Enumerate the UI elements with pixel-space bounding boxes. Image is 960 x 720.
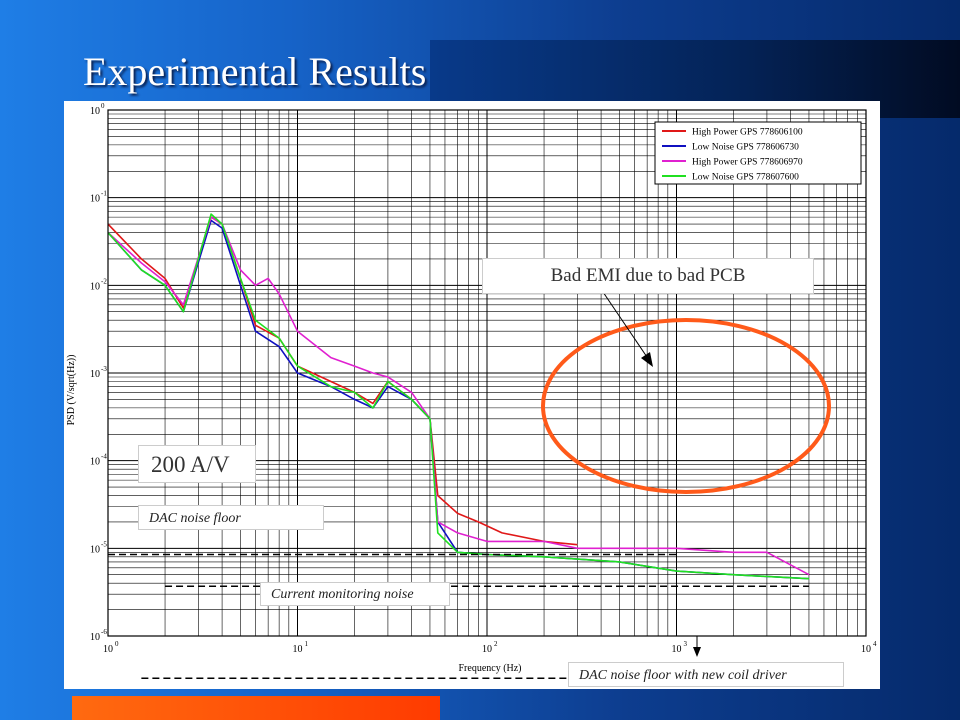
- legend-label-4: Low Noise GPS 778607600: [692, 173, 799, 183]
- legend-label-1: High Power GPS 778606100: [692, 128, 803, 138]
- x-tick-label: 10: [103, 644, 113, 655]
- x-tick-label-exp: 2: [494, 640, 498, 648]
- accent-bar: [72, 696, 440, 720]
- x-tick-label: 10: [293, 644, 303, 655]
- emi-annotation: Bad EMI due to bad PCB: [482, 258, 814, 294]
- series-line-4: [108, 213, 810, 580]
- y-tick-label: 10: [90, 194, 100, 205]
- y-tick-label-exp: -5: [101, 540, 107, 548]
- y-tick-label: 10: [90, 457, 100, 468]
- x-tick-label: 10: [672, 644, 682, 655]
- title-divider: [64, 101, 880, 104]
- new-coil-arrow: [693, 636, 701, 657]
- y-tick-label: 10: [90, 106, 100, 117]
- emi-arrow: [602, 291, 653, 367]
- y-tick-label-exp: -4: [101, 453, 107, 461]
- reference-lines: [108, 553, 809, 679]
- y-tick-label: 10: [90, 369, 100, 380]
- x-tick-label-exp: 0: [115, 640, 119, 648]
- legend-label-2: Low Noise GPS 778606730: [692, 143, 799, 153]
- gain-annotation: 200 A/V: [138, 445, 256, 483]
- plot-frame: [107, 109, 867, 637]
- x-tick-label-exp: 1: [305, 640, 309, 648]
- x-tick-label: 10: [482, 644, 492, 655]
- legend-box: [654, 121, 862, 185]
- x-tick-label-exp: 4: [873, 640, 877, 648]
- y-tick-label: 10: [90, 281, 100, 292]
- series-line-3: [108, 216, 810, 576]
- y-tick-label-exp: -3: [101, 365, 107, 373]
- legend-label-3: High Power GPS 778606970: [692, 158, 803, 168]
- current-monitoring-annotation: Current monitoring noise: [260, 582, 450, 606]
- y-tick-label-exp: -6: [101, 628, 107, 636]
- dac-noise-floor-annotation: DAC noise floor: [138, 505, 324, 530]
- slide-title: Experimental Results: [83, 49, 427, 94]
- y-tick-label-exp: -1: [101, 190, 107, 198]
- y-tick-label: 10: [90, 544, 100, 555]
- legend: High Power GPS 778606100 Low Noise GPS 77…: [654, 121, 862, 185]
- y-tick-label: 10: [90, 632, 100, 643]
- x-tick-label-exp: 3: [684, 640, 688, 648]
- y-tick-label-exp: 0: [101, 102, 105, 110]
- y-tick-label-exp: -2: [101, 277, 107, 285]
- new-coil-driver-annotation: DAC noise floor with new coil driver: [568, 662, 844, 687]
- x-tick-label: 10: [861, 644, 871, 655]
- x-axis-label: Frequency (Hz): [458, 663, 521, 674]
- y-axis-label: PSD (V/sqrt(Hz)): [66, 355, 77, 426]
- chart-panel: [64, 103, 880, 689]
- emi-highlight-ellipse: [541, 318, 831, 494]
- series-group: [108, 213, 810, 580]
- grid: [107, 110, 866, 637]
- x-tick-labels: 10 0 10 1 10 2 10 3 10 4: [103, 640, 877, 655]
